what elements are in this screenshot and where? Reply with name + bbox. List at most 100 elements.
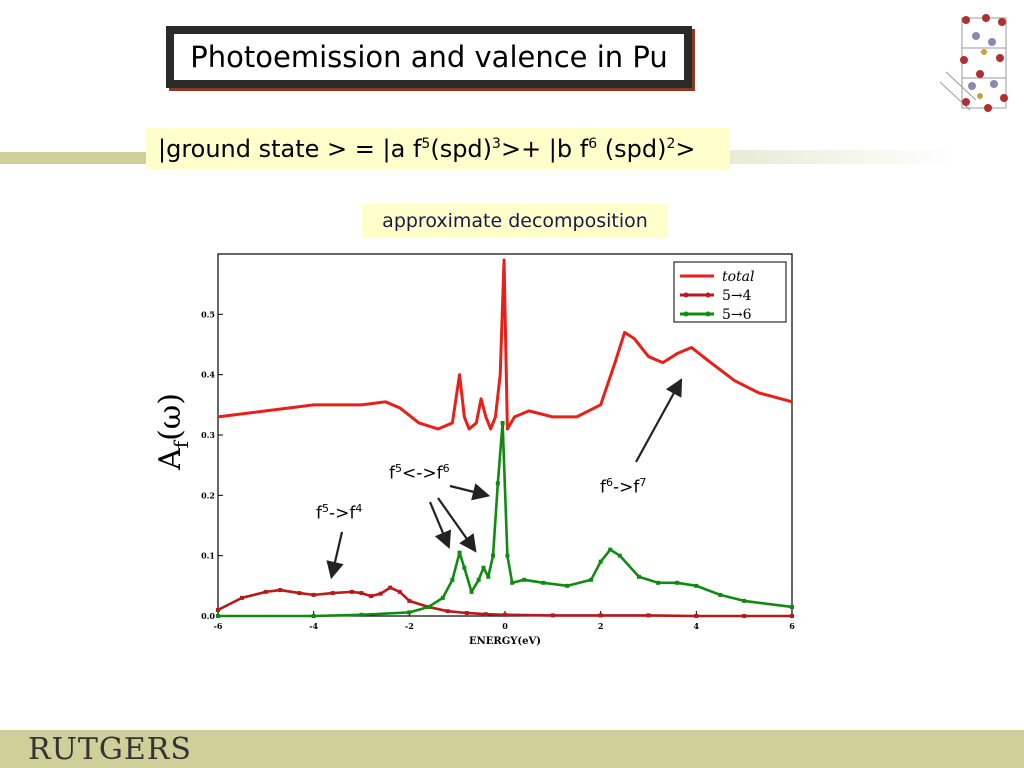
x-tick-label: 2 [598, 621, 604, 631]
data-point [718, 592, 723, 597]
legend-marker [705, 292, 711, 298]
data-point [369, 594, 374, 599]
data-point [646, 613, 651, 618]
subtitle-text: approximate decomposition [382, 210, 648, 232]
data-point [407, 598, 412, 603]
chart: -6 -4 -2 0 2 4 6 0.0 0.1 0.2 0.3 0.4 0.5 ENERGY(eV) to… [201, 253, 795, 647]
y-tick-label: 0.5 [201, 309, 215, 319]
x-tick-label: 6 [789, 621, 795, 631]
data-point [541, 580, 546, 585]
legend-label: 5→4 [722, 288, 752, 304]
title-inner: Photoemission and valence in Pu [174, 34, 684, 80]
data-point [462, 565, 467, 570]
rutgers-logo: RUTGERS [28, 732, 192, 767]
legend-marker [683, 311, 689, 317]
arrow-f5-f6-c [449, 483, 491, 501]
data-point [476, 577, 481, 582]
footer-band [0, 730, 1024, 768]
data-point [297, 591, 302, 596]
arrow-f5-f6-a [428, 501, 452, 550]
annotation-f5-f6: f5<->f6 [389, 462, 450, 484]
data-point [500, 420, 505, 425]
data-point [407, 610, 412, 615]
data-point [598, 613, 603, 618]
formula-text: |ground state > = |a f5(spd)3>+ |b f6 (s… [158, 135, 696, 163]
data-point [216, 607, 220, 612]
data-point [550, 613, 555, 618]
data-point [608, 547, 613, 552]
data-point [278, 588, 283, 593]
data-point [742, 598, 747, 603]
legend-label: 5→6 [722, 307, 752, 323]
data-point [216, 614, 220, 618]
data-point [388, 585, 393, 590]
slide-title: Photoemission and valence in Pu [190, 40, 668, 74]
data-point [445, 609, 450, 614]
data-point [311, 592, 316, 597]
data-point [505, 553, 510, 558]
data-point [483, 612, 488, 617]
y-tick-label: 0.0 [201, 611, 215, 621]
data-point [742, 614, 747, 618]
crystal-structure-icon [940, 14, 1008, 112]
data-point [330, 591, 335, 596]
data-point [694, 614, 699, 618]
data-point [790, 604, 794, 609]
arrow-f6-f7 [635, 378, 683, 463]
data-point [349, 589, 354, 594]
title-box: Photoemission and valence in Pu [166, 26, 692, 88]
x-tick-label: 0 [502, 621, 508, 631]
subtitle-banner: approximate decomposition [362, 204, 668, 238]
data-point [656, 580, 661, 585]
svg-text:Af(ω): Af(ω) [153, 393, 193, 471]
data-point [617, 553, 622, 558]
data-point [675, 580, 680, 585]
data-point [464, 610, 469, 615]
formula-banner: |ground state > = |a f5(spd)3>+ |b f6 (s… [146, 128, 730, 170]
y-tick-label: 0.1 [201, 551, 215, 561]
data-point [495, 481, 500, 486]
series-line [217, 258, 793, 431]
annotation-f6-f7: f6->f7 [600, 476, 647, 498]
x-tick-label: -6 [214, 621, 223, 631]
x-axis-title: ENERGY(eV) [469, 636, 541, 647]
x-tick-label: -4 [309, 621, 318, 631]
data-point [694, 583, 699, 588]
decorative-band-right [728, 150, 958, 164]
legend-marker [683, 292, 689, 298]
data-point [359, 591, 364, 596]
legend-box [673, 261, 787, 323]
y-tick-label: 0.2 [201, 490, 215, 500]
data-point [457, 550, 462, 555]
series-line [218, 421, 793, 618]
data-point [589, 577, 594, 582]
legend-label: total [722, 269, 755, 285]
arrow-f5-f4 [326, 531, 344, 580]
data-point [491, 553, 496, 558]
data-point [636, 574, 641, 579]
data-point [565, 583, 570, 588]
legend-marker [705, 311, 711, 317]
data-point [598, 559, 603, 564]
data-point [397, 589, 402, 594]
data-point [522, 577, 527, 582]
decorative-band-left [0, 152, 150, 164]
data-point [311, 614, 316, 618]
data-point [359, 612, 364, 617]
y-tick-label: 0.3 [201, 430, 215, 440]
data-point [239, 595, 244, 600]
x-tick-label: 4 [694, 621, 700, 631]
y-tick-label: 0.4 [201, 370, 215, 380]
y-axis-label: Af(ω) [153, 393, 193, 471]
data-point [790, 614, 794, 618]
data-point [440, 595, 445, 600]
data-point [263, 589, 268, 594]
data-point [481, 565, 486, 570]
data-point [510, 580, 515, 585]
data-point [503, 612, 507, 617]
data-point [486, 574, 491, 579]
annotation-f5-f4: f5->f4 [316, 502, 363, 524]
x-tick-label: -2 [405, 621, 414, 631]
data-point [450, 577, 455, 582]
